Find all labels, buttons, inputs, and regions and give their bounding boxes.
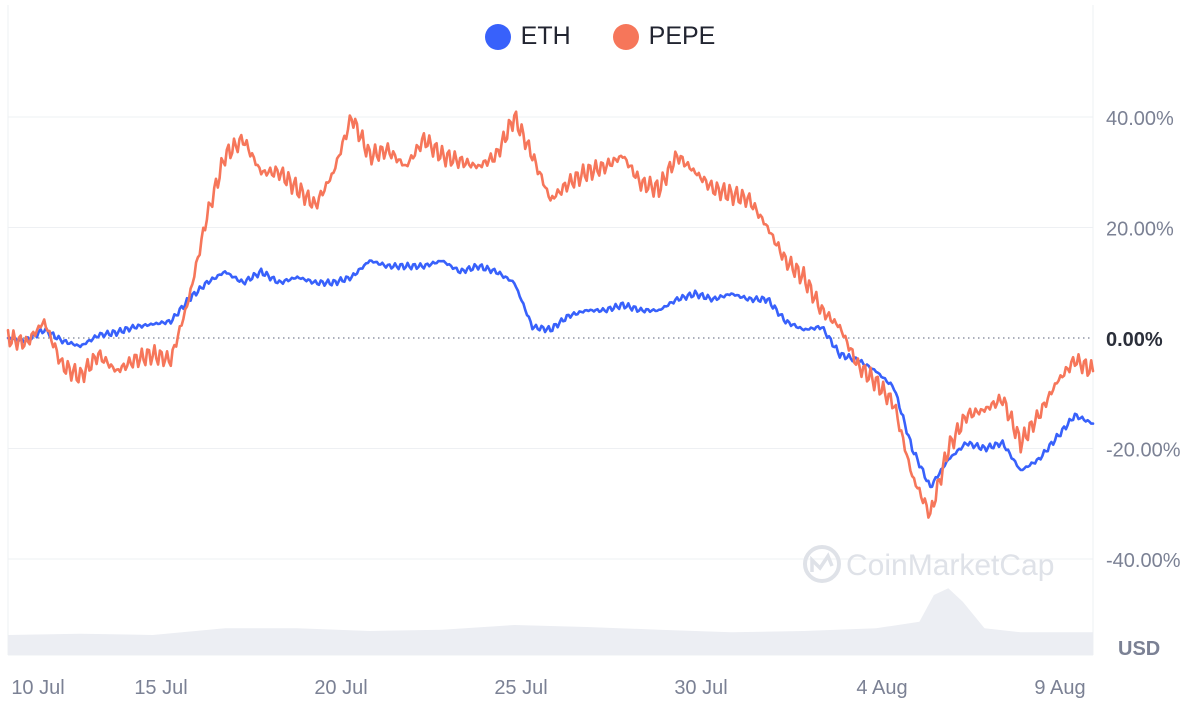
legend-dot-eth (484, 23, 511, 50)
x-tick-label: 9 Aug (1034, 677, 1085, 699)
series-line-eth (6, 259, 1095, 489)
x-tick-label: 25 Jul (494, 677, 547, 699)
x-tick-label: 4 Aug (856, 677, 907, 699)
legend-item-pepe[interactable]: PEPE (612, 22, 716, 51)
series-line-pepe (6, 110, 1095, 519)
currency-label: USD (1118, 638, 1160, 660)
x-tick-label: 30 Jul (674, 677, 727, 699)
watermark: CoinMarketCap (803, 545, 1054, 583)
y-tick-label: 40.00% (1106, 108, 1174, 130)
watermark-logo-mark (810, 552, 834, 572)
legend-label-pepe: PEPE (648, 22, 716, 50)
legend-label-eth: ETH (520, 22, 571, 50)
y-tick-label: -40.00% (1106, 550, 1181, 572)
chart-legend: ETH PEPE (0, 22, 1200, 51)
legend-item-eth[interactable]: ETH (484, 22, 571, 51)
watermark-text: CoinMarketCap (846, 549, 1054, 582)
y-tick-label: -20.00% (1106, 440, 1181, 462)
watermark-logo-icon (803, 545, 841, 583)
series-lines (6, 110, 1095, 519)
legend-dot-pepe (612, 23, 639, 50)
x-tick-label: 20 Jul (314, 677, 367, 699)
y-axis-ticks: 40.00% 20.00% 0.00% -20.00% -40.00% USD (1106, 108, 1181, 660)
y-tick-label: 20.00% (1106, 219, 1174, 241)
x-tick-label: 10 Jul (11, 677, 64, 699)
x-tick-label: 15 Jul (134, 677, 187, 699)
y-tick-label: 0.00% (1106, 329, 1163, 351)
volume-area (8, 588, 1093, 655)
volume-area-path (8, 588, 1093, 655)
x-axis-ticks: 10 Jul 15 Jul 20 Jul 25 Jul 30 Jul 4 Aug 9 Aug (11, 677, 1085, 699)
